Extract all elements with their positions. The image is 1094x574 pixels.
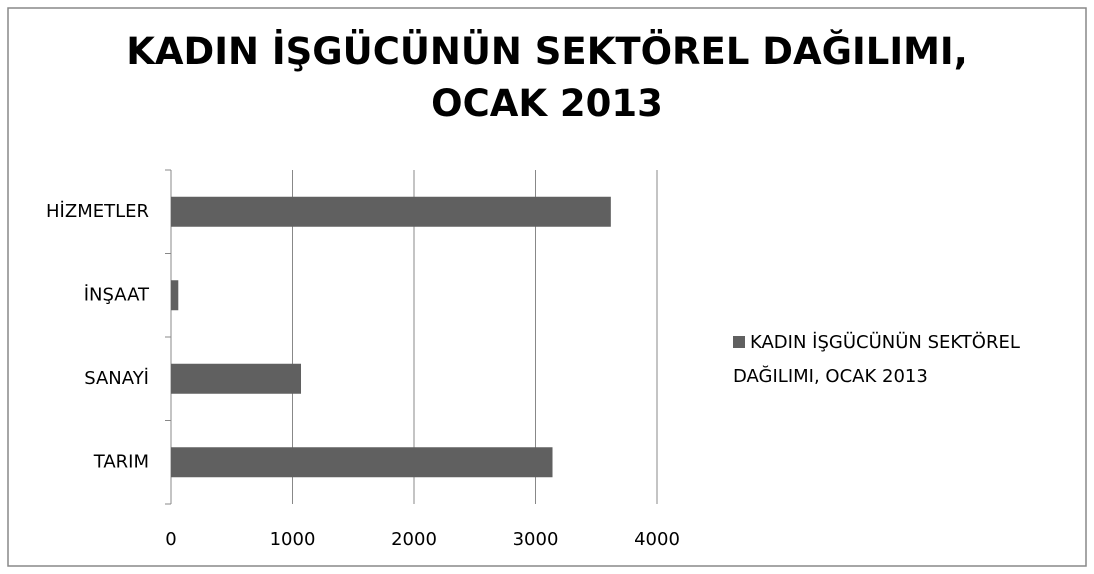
y-tick-label: HİZMETLER: [46, 201, 149, 222]
x-tick-label: 1000: [270, 529, 316, 550]
x-tick-label: 3000: [513, 529, 559, 550]
chart-title: KADIN İŞGÜCÜNÜN SEKTÖREL DAĞILIMI, OCAK …: [126, 30, 968, 125]
x-tick-label: 2000: [391, 529, 437, 550]
legend-label: KADIN İŞGÜCÜNÜN SEKTÖREL DAĞILIMI, OCAK …: [733, 332, 1020, 387]
y-tick-label: İNŞAAT: [84, 284, 150, 305]
y-tick-label: SANAYİ: [84, 368, 149, 389]
legend: KADIN İŞGÜCÜNÜN SEKTÖREL DAĞILIMI, OCAK …: [733, 326, 1078, 394]
y-tick-label: TARIM: [93, 451, 149, 472]
bar: [171, 196, 611, 227]
x-tick-label: 4000: [634, 529, 680, 550]
legend-swatch: [733, 336, 745, 348]
bar: [171, 363, 302, 394]
x-tick-label: 0: [165, 529, 176, 550]
bar: [171, 280, 179, 311]
bar: [171, 447, 553, 478]
